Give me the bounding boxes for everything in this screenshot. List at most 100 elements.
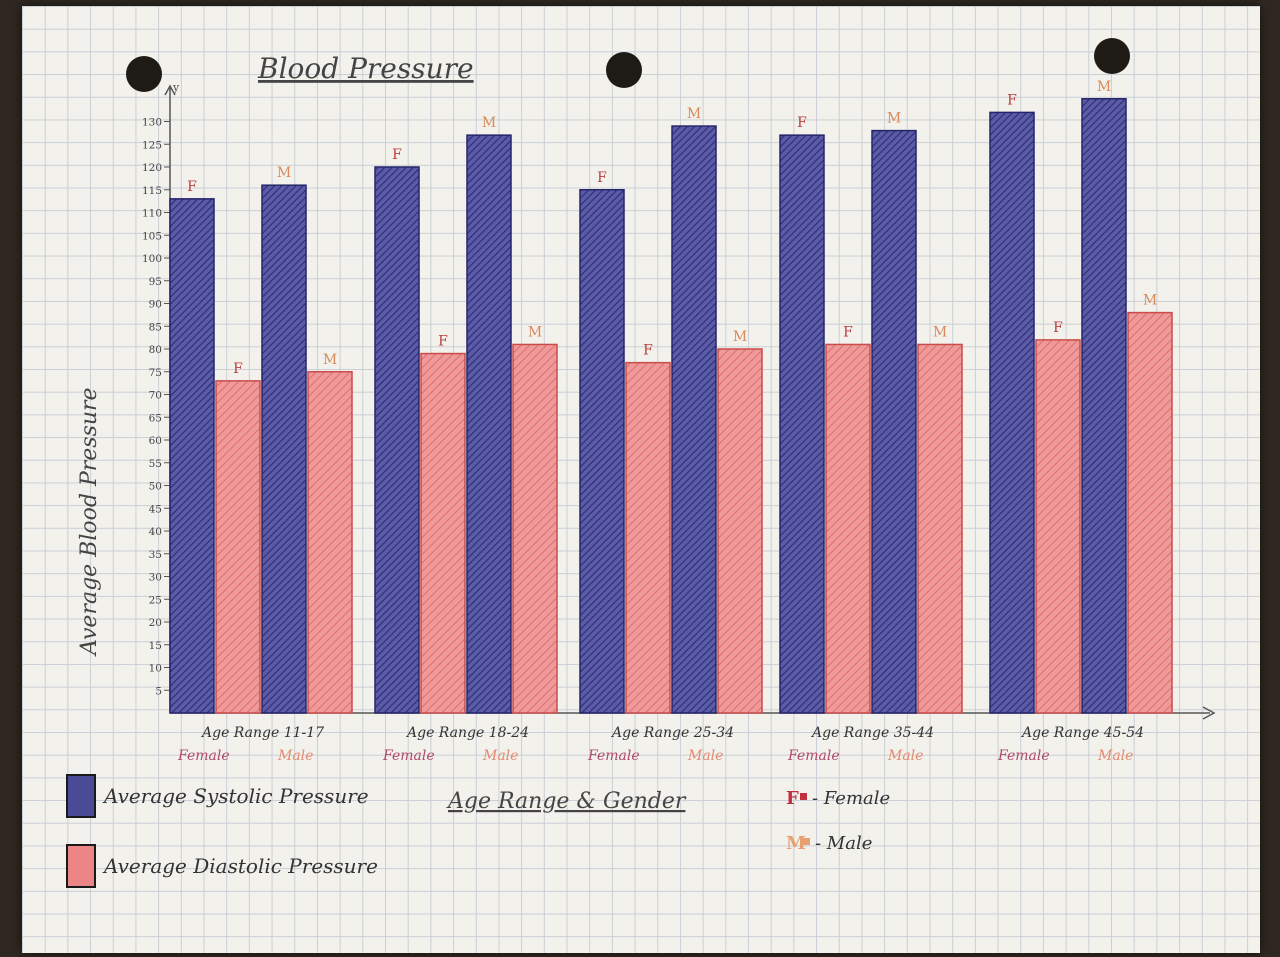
y-tick-label: 15 xyxy=(149,640,162,652)
bar-sex-label: F xyxy=(643,343,653,359)
bar-sex-label: M xyxy=(933,324,947,340)
diastolic-legend-label: Average Diastolic Pressure xyxy=(104,854,378,878)
group-male-label: Male xyxy=(1097,748,1133,764)
y-tick-label: 110 xyxy=(142,208,162,220)
group-female-label: Female xyxy=(787,748,840,764)
legend-male-dot xyxy=(803,838,810,845)
legend-male-key: M xyxy=(786,833,806,854)
y-axis-arrow xyxy=(164,84,176,96)
group-female-label: Female xyxy=(382,748,435,764)
y-tick-label: 45 xyxy=(149,503,162,515)
diastolic-swatch xyxy=(66,844,96,888)
group-male-label: Male xyxy=(687,748,723,764)
y-tick-label: 95 xyxy=(149,276,162,288)
group-female-label: Female xyxy=(997,748,1050,764)
bar-diastolic-female-group-3 xyxy=(625,361,671,714)
y-tick-label: 10 xyxy=(149,663,162,675)
binder-hole-center xyxy=(606,52,642,88)
y-tick-label: 55 xyxy=(149,458,162,470)
bar-diastolic-male-group-1 xyxy=(307,371,353,714)
group-male-label: Male xyxy=(277,748,313,764)
legend-systolic: Average Systolic Pressure xyxy=(66,774,369,818)
y-tick-label: 50 xyxy=(149,481,162,493)
bar-sex-label: M xyxy=(277,165,291,181)
y-tick-label: 5 xyxy=(155,685,162,697)
bar-systolic-male-group-4 xyxy=(871,129,917,714)
bars-group: F F M M F F M M F F M M F F M M F F M M xyxy=(169,79,1173,714)
y-tick-label: 75 xyxy=(149,367,162,379)
x-axis-label: Age Range & Gender xyxy=(446,789,687,814)
legend-female-key: F xyxy=(786,788,799,809)
group-male-label: Male xyxy=(482,748,518,764)
y-tick-label: 125 xyxy=(142,139,162,151)
bar-sex-label: M xyxy=(482,115,496,131)
bar-sex-label: F xyxy=(1053,320,1063,336)
group-range-label: Age Range 25-34 xyxy=(610,725,734,741)
bar-sex-label: F xyxy=(597,170,607,186)
group-female-label: Female xyxy=(177,748,230,764)
y-tick-label: 115 xyxy=(142,185,162,197)
bar-sex-label: M xyxy=(1097,79,1111,95)
binder-hole-left xyxy=(126,56,162,92)
bar-diastolic-male-group-2 xyxy=(512,343,558,714)
bar-sex-label: M xyxy=(733,329,747,345)
y-tick-label: 90 xyxy=(149,299,162,311)
x-axis-arrow xyxy=(1202,706,1216,720)
bar-sex-label: M xyxy=(323,352,337,368)
bar-diastolic-female-group-5 xyxy=(1035,339,1081,714)
bar-sex-label: M xyxy=(1143,293,1157,309)
bar-systolic-male-group-2 xyxy=(466,134,512,714)
y-tick-label: 40 xyxy=(149,526,162,538)
bar-diastolic-male-group-5 xyxy=(1127,311,1173,714)
y-tick-label: 65 xyxy=(149,412,162,424)
bar-systolic-female-group-1 xyxy=(169,198,215,714)
bar-diastolic-male-group-4 xyxy=(917,343,963,714)
bar-systolic-male-group-3 xyxy=(671,125,717,714)
y-axis-arrow-label: y xyxy=(172,81,180,94)
y-tick-label: 20 xyxy=(149,617,162,629)
group-range-label: Age Range 11-17 xyxy=(200,725,324,741)
bar-diastolic-male-group-3 xyxy=(717,348,763,714)
bar-systolic-female-group-4 xyxy=(779,134,825,714)
y-tick-label: 80 xyxy=(149,344,162,356)
bar-systolic-male-group-5 xyxy=(1081,98,1127,714)
bar-sex-label: F xyxy=(187,179,197,195)
y-tick-label: 105 xyxy=(142,230,162,242)
y-tick-label: 85 xyxy=(149,321,162,333)
y-axis-label: Average Blood Pressure xyxy=(77,387,102,657)
y-tick-label: 60 xyxy=(149,435,162,447)
group-female-label: Female xyxy=(587,748,640,764)
legend-markers: F - Female M - Male xyxy=(786,788,890,854)
bar-systolic-female-group-5 xyxy=(989,111,1035,714)
y-tick-label: 35 xyxy=(149,549,162,561)
bar-sex-label: M xyxy=(528,324,542,340)
binder-hole-right xyxy=(1094,38,1130,74)
y-tick-label: 130 xyxy=(142,117,162,129)
bar-diastolic-female-group-1 xyxy=(215,380,261,714)
group-range-label: Age Range 18-24 xyxy=(405,725,529,741)
bar-sex-label: F xyxy=(843,324,853,340)
group-male-label: Male xyxy=(887,748,923,764)
legend-diastolic: Average Diastolic Pressure xyxy=(66,844,378,888)
group-labels: Age Range 11-17 Female Male Age Range 18-24… xyxy=(177,725,1144,764)
bar-systolic-female-group-2 xyxy=(374,166,420,714)
bar-diastolic-female-group-4 xyxy=(825,343,871,714)
y-tick-label: 25 xyxy=(149,594,162,606)
bar-sex-label: F xyxy=(233,361,243,377)
group-range-label: Age Range 45-54 xyxy=(1020,725,1144,741)
bar-systolic-female-group-3 xyxy=(579,189,625,714)
bar-sex-label: F xyxy=(1007,92,1017,108)
legend-female-dot xyxy=(800,793,807,800)
bar-systolic-male-group-1 xyxy=(261,184,307,714)
y-tick-label: 70 xyxy=(149,390,162,402)
bar-diastolic-female-group-2 xyxy=(420,352,466,714)
bar-sex-label: M xyxy=(887,111,901,127)
systolic-legend-label: Average Systolic Pressure xyxy=(104,784,369,808)
y-tick-label: 120 xyxy=(142,162,162,174)
legend-female-label: - Female xyxy=(812,788,890,809)
bar-sex-label: M xyxy=(687,106,701,122)
y-tick-label: 30 xyxy=(149,572,162,584)
systolic-swatch xyxy=(66,774,96,818)
chart-title: Blood Pressure xyxy=(257,52,474,85)
